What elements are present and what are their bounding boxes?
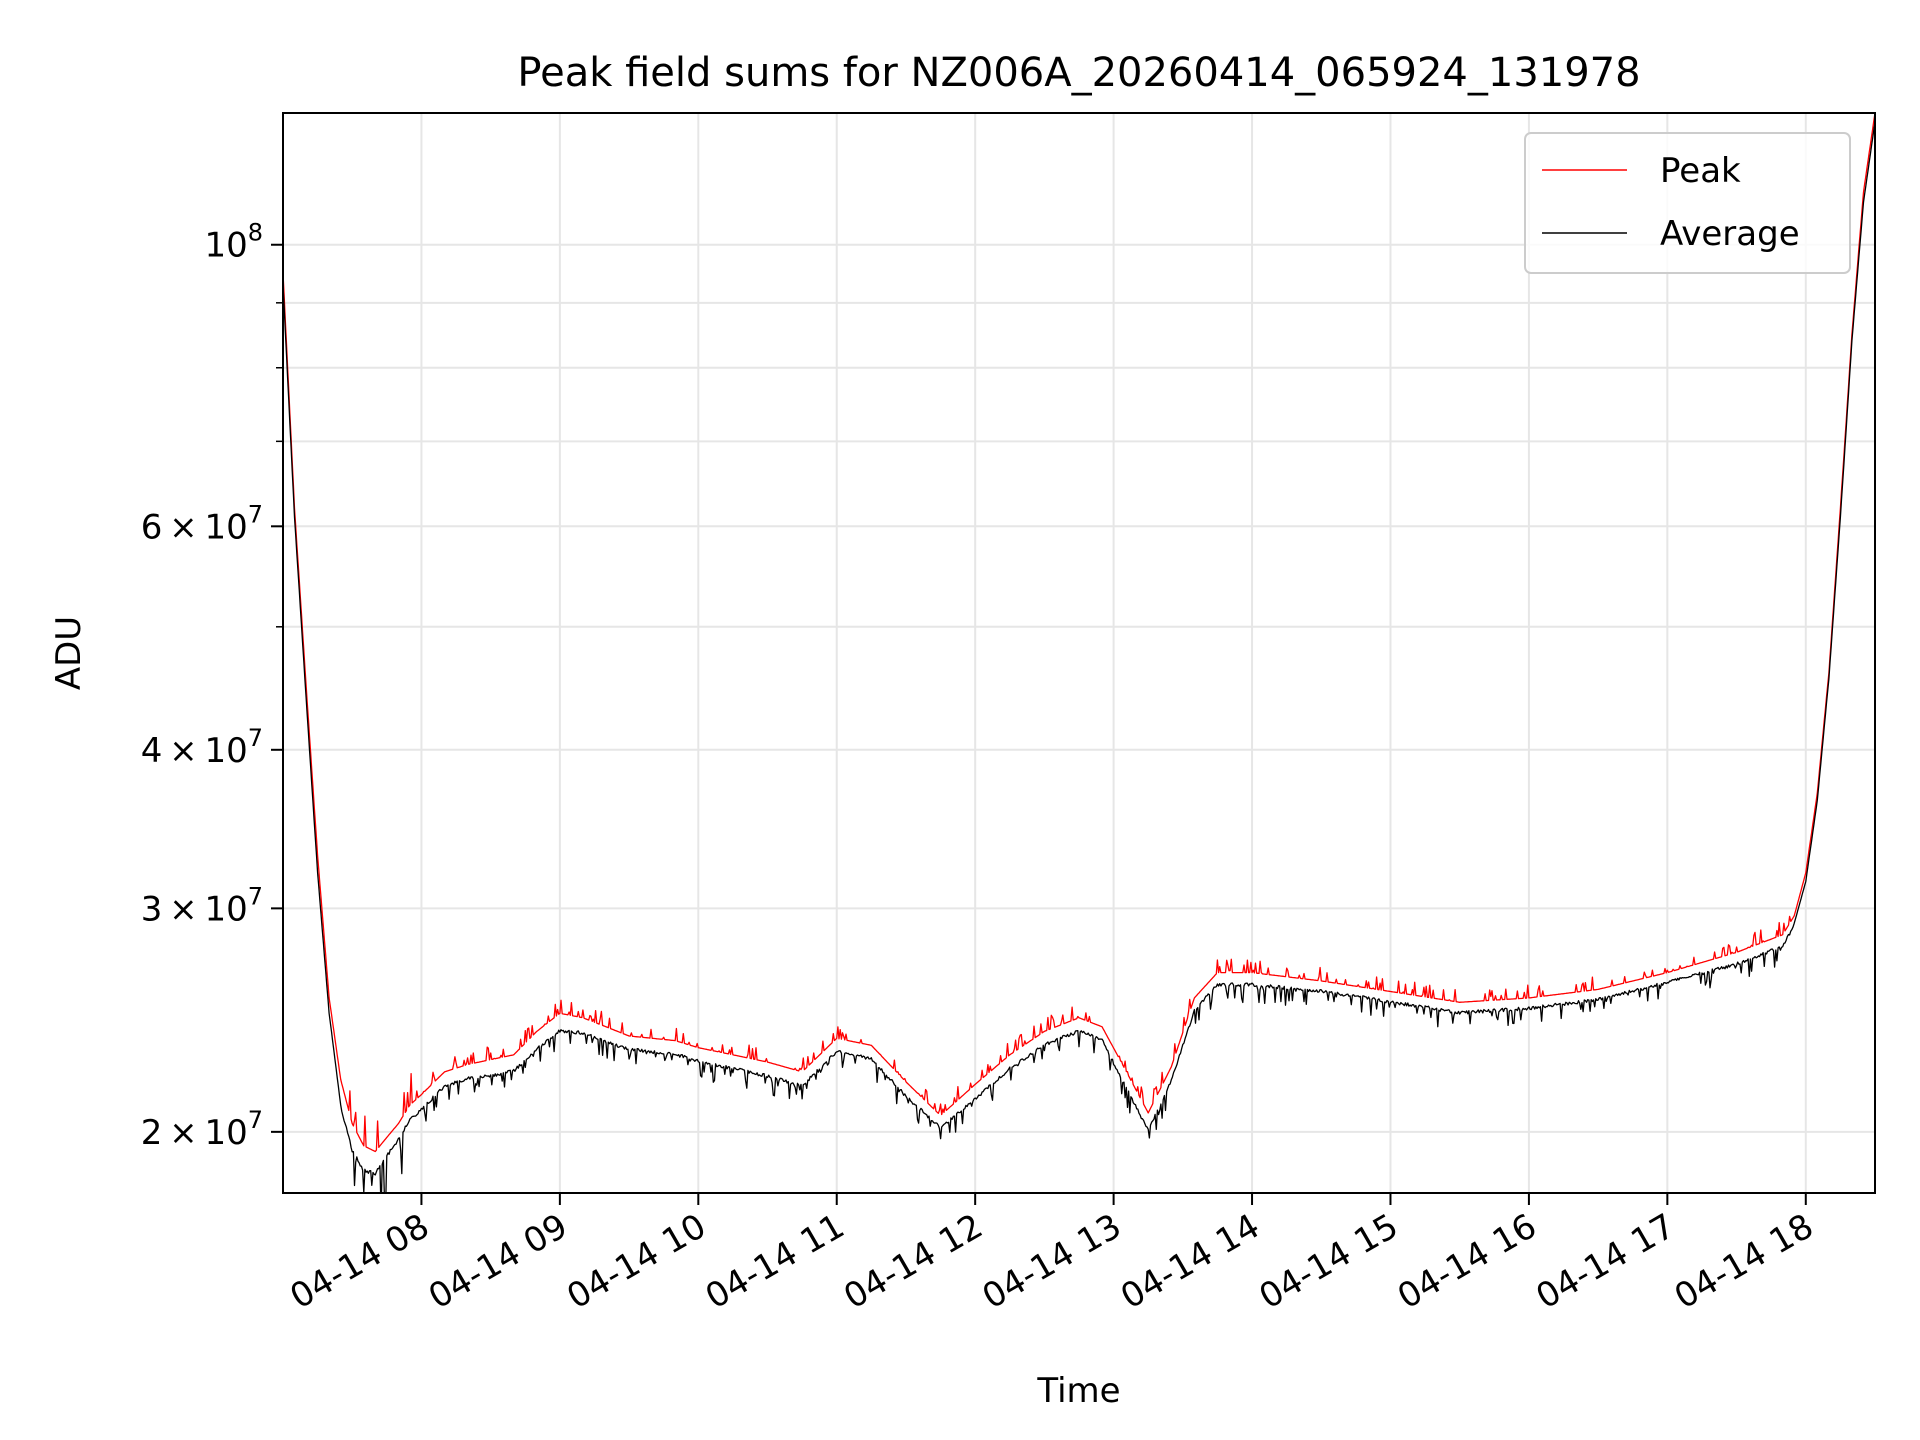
y-axis: 108 6 × 107 4 × 107 3 × 107 2 × 107: [141, 219, 283, 1153]
y-tick-label: 3 × 107: [141, 882, 263, 929]
y-tick-label: 6 × 107: [141, 500, 263, 547]
legend-average-label: Average: [1660, 214, 1800, 254]
chart-title: Peak field sums for NZ006A_20260414_0659…: [517, 50, 1640, 96]
x-axis-label: Time: [1036, 1371, 1120, 1411]
series-line-average: [283, 121, 1875, 1193]
series-line-peak: [283, 113, 1875, 1153]
legend: Peak Average: [1524, 132, 1851, 274]
y-tick-label: 2 × 107: [141, 1106, 263, 1153]
plot-frame: [282, 112, 1876, 1194]
y-tick-label: 108: [204, 219, 263, 266]
grid: [283, 113, 1875, 1193]
y-axis-label: ADU: [49, 616, 89, 690]
legend-peak-label: Peak: [1660, 151, 1741, 191]
plot-series: [283, 113, 1875, 1193]
legend-box: [1524, 132, 1851, 274]
y-tick-label: 4 × 107: [141, 724, 263, 771]
